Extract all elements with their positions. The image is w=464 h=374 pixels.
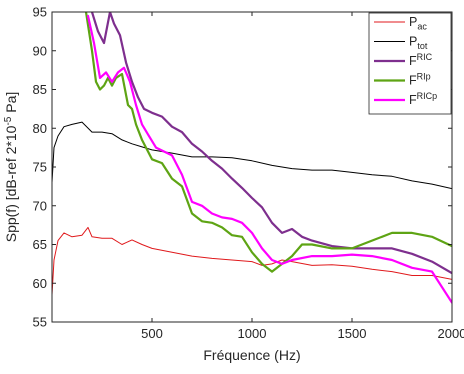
x-tick-label: 1000	[238, 326, 267, 341]
axis-ticks: 55 60 65 70 75 80 85 90 95 500 1000 1500 2000	[33, 5, 464, 342]
series-line-3	[84, 12, 452, 273]
y-tick-label: 55	[33, 315, 47, 330]
y-axis-label-exponent: -5	[3, 116, 14, 125]
y-axis-label-main: Spp(f) [dB-ref 2*10	[3, 125, 19, 242]
x-tick-label: 1500	[338, 326, 367, 341]
series-line-4	[86, 14, 452, 304]
legend-label-4: FRICp	[409, 91, 437, 107]
x-tick-label: 500	[141, 326, 163, 341]
y-tick-label: 95	[33, 5, 47, 20]
y-tick-label: 80	[33, 121, 47, 136]
y-tick-label: 60	[33, 276, 47, 291]
x-tick-label: 2000	[438, 326, 464, 341]
y-tick-label: 75	[33, 160, 47, 175]
series-line-0	[52, 226, 452, 296]
x-axis-label: Fréquence (Hz)	[203, 347, 300, 363]
legend-label-0: Pac	[409, 15, 427, 32]
y-tick-label: 70	[33, 198, 47, 213]
series-line-1	[52, 121, 452, 190]
legend-label-2: FRIC	[409, 52, 433, 68]
y-tick-label: 65	[33, 237, 47, 252]
legend-label-1: Ptot	[409, 35, 428, 52]
y-tick-label: 90	[33, 43, 47, 58]
series-line-2	[90, 12, 452, 275]
legend-box	[368, 12, 452, 115]
y-axis-label-unit: Pa]	[3, 92, 19, 117]
series-layer	[52, 12, 452, 304]
y-tick-label: 85	[33, 82, 47, 97]
legend-label-3: FRIp	[409, 72, 431, 88]
y-axis-label: Spp(f) [dB-ref 2*10-5 Pa]	[3, 92, 19, 243]
